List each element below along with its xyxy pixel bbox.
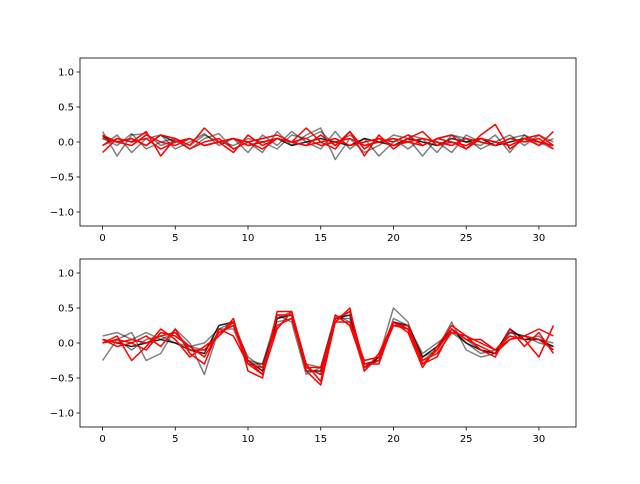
subplot-2: 0 5 10 15 20 25 30 −1.0 −0.5 0.0 0.5 1.0	[50, 258, 577, 445]
series-group	[101, 123, 554, 161]
series-line-8	[102, 137, 554, 150]
y-tick-label: 0.0	[58, 339, 74, 350]
subplot-1: 0 5 10 15 20 25 30 −1.0 −0.5 0.0 0.5 1.0	[50, 57, 577, 244]
y-tick-label: −1.0	[50, 409, 74, 420]
y-tick-label: −0.5	[50, 173, 74, 184]
y-tick-label: 0.0	[58, 138, 74, 149]
x-tick-label: 15	[314, 434, 327, 445]
y-tick-label: −0.5	[50, 374, 74, 385]
series-line-8	[102, 310, 554, 376]
x-tick-label: 5	[172, 434, 178, 445]
x-tick-label: 0	[99, 233, 105, 244]
series-line-7	[102, 134, 554, 150]
series-line-5	[102, 307, 555, 386]
series-group	[101, 307, 555, 386]
x-tick-label: 30	[533, 434, 546, 445]
y-tick-label: 1.0	[58, 68, 74, 79]
y-tick-label: −1.0	[50, 208, 74, 219]
y-tick-label: 0.5	[58, 304, 74, 315]
x-tick-label: 15	[314, 233, 327, 244]
x-tick-label: 0	[99, 434, 105, 445]
y-tick-label: 1.0	[58, 269, 74, 280]
y-tick-label: 0.5	[58, 103, 74, 114]
x-tick-label: 25	[460, 434, 473, 445]
x-tick-label: 10	[242, 233, 255, 244]
x-tick-label: 20	[387, 233, 400, 244]
x-tick-label: 20	[387, 434, 400, 445]
x-tick-label: 25	[460, 233, 473, 244]
x-tick-label: 10	[242, 434, 255, 445]
x-tick-label: 5	[172, 233, 178, 244]
plots: 0 5 10 15 20 25 30 −1.0 −0.5 0.0 0.5 1.0 0 5 10 15 20 25 3…	[50, 57, 577, 445]
x-tick-label: 30	[533, 233, 546, 244]
